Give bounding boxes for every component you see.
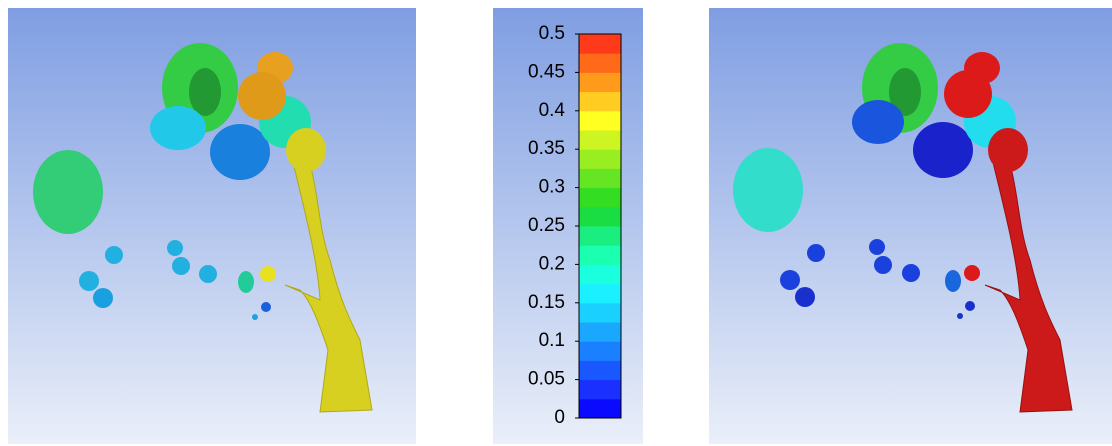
figure: 0 0.05 0.1 0.15 0.2 0.25 0.3 0.35 0.4 0.45 0.5 [0,0,1112,446]
tick-label: 0.3 [539,177,565,198]
color-band [579,72,621,92]
tick-label: 0.1 [539,330,565,351]
color-band [579,322,621,342]
color-band [579,284,621,304]
tick-label: 0 [554,407,565,428]
color-band [579,360,621,380]
tick-label: 0.45 [528,61,565,82]
color-band [579,245,621,265]
color-band [579,207,621,227]
tick-label: 0.35 [528,138,565,159]
color-band [579,168,621,188]
tick-label: 0.25 [528,215,565,236]
color-band [579,341,621,361]
color-band [579,34,621,54]
color-band [579,53,621,73]
tick-label: 0.5 [539,23,565,44]
color-band [579,399,621,419]
color-band [579,303,621,323]
colorbar-panel: 0 0.05 0.1 0.15 0.2 0.25 0.3 0.35 0.4 0.45 0.5 [493,8,643,444]
color-band [579,188,621,208]
color-band [579,149,621,169]
tick-label: 0.15 [528,292,565,313]
color-band [579,111,621,131]
color-band [579,226,621,246]
color-band [579,92,621,112]
color-band [579,264,621,284]
tick-label: 0.4 [539,100,566,121]
tick-label: 0.2 [539,253,565,274]
color-band [579,380,621,400]
color-band [579,130,621,150]
left-render [8,8,416,444]
tick-label: 0.05 [528,369,565,390]
right-render [709,8,1112,444]
